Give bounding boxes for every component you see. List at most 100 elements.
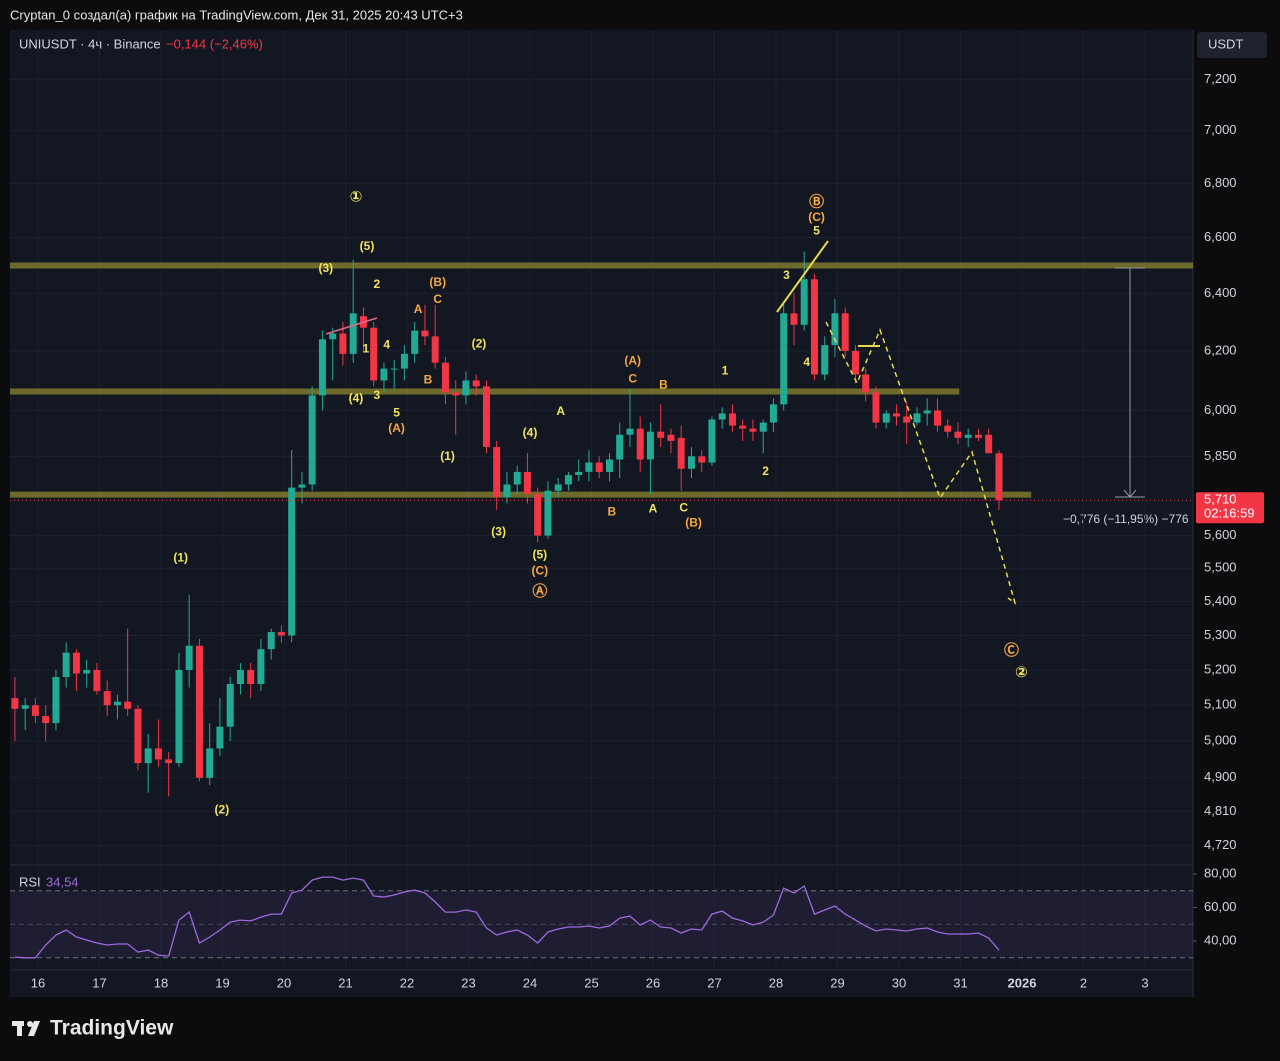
candle-body xyxy=(206,748,214,778)
candle-body xyxy=(903,416,911,423)
candle-body xyxy=(677,437,685,469)
candle-body xyxy=(585,462,593,472)
candle-body xyxy=(616,434,624,460)
candle-body xyxy=(185,645,193,671)
candle-body xyxy=(411,330,419,354)
candle-body xyxy=(124,701,132,709)
y-tick-label: 4,720 xyxy=(1204,837,1237,852)
candle-body xyxy=(370,327,378,381)
candle-body xyxy=(441,362,449,393)
wave-label: (3) xyxy=(491,525,506,539)
wave-label: (2) xyxy=(472,337,487,351)
candle-body xyxy=(83,670,91,674)
candle-body xyxy=(503,484,511,498)
candle-body xyxy=(257,649,265,685)
y-tick-label: 6,600 xyxy=(1204,229,1237,244)
candle-body xyxy=(851,350,859,375)
candle-body xyxy=(318,339,326,396)
candle-body xyxy=(482,386,490,448)
x-tick-label: 2026 xyxy=(1008,975,1037,990)
x-tick-label: 17 xyxy=(92,975,106,990)
header: Cryptan_0 создал(а) график на TradingVie… xyxy=(10,7,463,22)
wave-label: (4) xyxy=(523,426,538,440)
price-label: 5,710 xyxy=(1204,492,1237,507)
rsi-tick-label: 40,00 xyxy=(1204,932,1237,947)
wave-label: 1 xyxy=(722,364,729,378)
wave-label: (C) xyxy=(808,210,825,224)
x-tick-label: 19 xyxy=(215,975,229,990)
candle-body xyxy=(247,670,255,685)
candle-body xyxy=(564,475,572,485)
wave-label: 3 xyxy=(374,388,381,402)
wave-label: 5 xyxy=(813,224,820,238)
candle-body xyxy=(134,708,142,764)
wave-label: (C) xyxy=(532,563,549,577)
wave-label: (5) xyxy=(360,239,375,253)
wave-label: (A) xyxy=(624,354,641,368)
candle-body xyxy=(862,374,870,393)
candle-body xyxy=(42,715,50,724)
candle-body xyxy=(933,410,941,426)
candle-body xyxy=(831,313,839,346)
symbol-title: UNIUSDT · 4ч · Binance xyxy=(19,36,161,51)
candle-body xyxy=(944,425,952,432)
candle-body xyxy=(113,701,121,706)
wave-label: ② xyxy=(1015,664,1028,681)
wave-label: 4 xyxy=(803,355,810,369)
candle-body xyxy=(739,425,747,429)
candle-body xyxy=(923,410,931,414)
wave-label: (B) xyxy=(685,515,702,529)
wave-label: 4 xyxy=(383,338,390,352)
trend-line xyxy=(325,317,378,335)
wave-label: 2 xyxy=(374,277,381,291)
chart-pane xyxy=(10,30,1193,997)
grid xyxy=(10,30,1193,970)
x-tick-label: 3 xyxy=(1141,975,1148,990)
countdown: 02:16:59 xyxy=(1204,506,1255,521)
wave-label: C xyxy=(433,292,442,306)
candle-body xyxy=(329,333,337,340)
candle-body xyxy=(175,670,183,764)
candle-body xyxy=(985,434,993,454)
candle-body xyxy=(821,345,829,375)
candle-body xyxy=(995,453,1003,501)
rsi-name: RSI xyxy=(19,874,41,889)
candle-body xyxy=(718,413,726,420)
x-tick-label: 23 xyxy=(461,975,475,990)
wave-label: ① xyxy=(350,189,363,206)
y-tick-label: 4,900 xyxy=(1204,769,1237,784)
wave-label: (1) xyxy=(440,449,455,463)
wave-label: Ⓒ xyxy=(1004,641,1019,659)
candle-body xyxy=(534,493,542,536)
candle-body xyxy=(657,431,665,438)
candle-body xyxy=(790,313,798,325)
x-tick-label: 28 xyxy=(769,975,783,990)
candle-body xyxy=(544,490,552,536)
candle-body xyxy=(226,684,234,727)
candle-body xyxy=(154,748,162,760)
y-tick-label: 5,100 xyxy=(1204,697,1237,712)
candle-body xyxy=(810,279,818,375)
x-tick-label: 18 xyxy=(154,975,168,990)
y-tick-label: 7,000 xyxy=(1204,122,1237,137)
candle-body xyxy=(769,404,777,423)
candle-body xyxy=(595,462,603,472)
rsi-band xyxy=(10,890,1193,958)
price-label-box xyxy=(1196,492,1264,524)
wave-label: A xyxy=(649,501,658,515)
wave-label: 5 xyxy=(393,406,400,420)
wave-label: C xyxy=(679,500,688,514)
candle-body xyxy=(841,313,849,351)
wave-label: B xyxy=(607,505,616,519)
candle-body xyxy=(523,471,531,494)
candle-body xyxy=(954,431,962,438)
x-tick-label: 20 xyxy=(277,975,291,990)
candle-body xyxy=(298,484,306,488)
candle-body xyxy=(892,413,900,417)
brand-logo: TradingView xyxy=(12,1017,174,1040)
candle-body xyxy=(21,705,29,709)
candle-body xyxy=(472,380,480,387)
y-tick-label: 5,300 xyxy=(1204,627,1237,642)
wave-label: A xyxy=(414,302,423,316)
